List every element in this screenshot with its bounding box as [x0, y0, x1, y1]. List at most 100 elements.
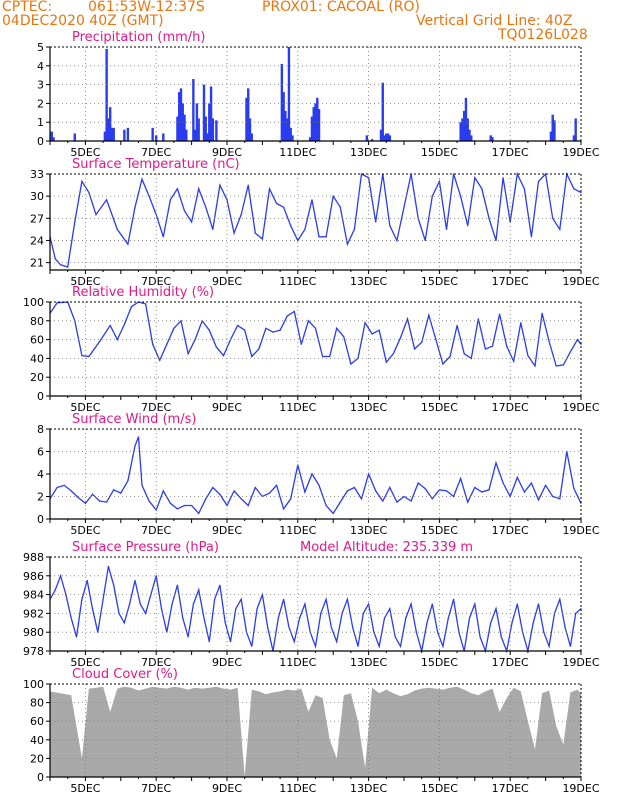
panel-5-point [490, 622, 492, 624]
panel-5-point [389, 608, 391, 610]
panel-5-point [113, 584, 115, 586]
panel-3-point [350, 363, 352, 365]
panel-3-point [371, 333, 373, 335]
panel-4-point [481, 491, 483, 493]
panel-4-ytick-label: 6 [37, 446, 44, 459]
panel-4-point [311, 473, 313, 475]
panel-1-bar [489, 135, 492, 141]
panel-4-point [559, 498, 561, 500]
panel-5-point [479, 636, 481, 638]
header-location: PROX01: CACOAL (RO) [262, 0, 421, 15]
panel-5-xtick-label: 19DEC [562, 656, 599, 669]
panel-5-point [293, 641, 295, 643]
panel-1-xtick-label: 19DEC [562, 146, 599, 159]
panel-3-xtick-label: 15DEC [421, 401, 458, 414]
panel-2-point [438, 180, 440, 182]
panel-5-point [229, 641, 232, 643]
panel-5-point [495, 608, 497, 610]
panel-1-bar [107, 118, 110, 141]
panel-2-point [552, 217, 554, 219]
panel-1-bar [310, 116, 314, 141]
panel-4-point [382, 500, 384, 502]
panel-5-xtick-label: 7DEC [141, 656, 171, 669]
panel-3-point [173, 327, 175, 329]
model-altitude-label: Model Altitude: 235.339 m [300, 540, 473, 555]
panel-5-point [569, 645, 572, 647]
panel-3-ytick-label: 40 [30, 352, 44, 365]
panel-3-point [541, 312, 543, 314]
panel-2-point [559, 228, 561, 230]
panel-3-point [378, 329, 380, 331]
panel-4-xtick-label: 19DEC [562, 524, 599, 537]
panel-1-bar [178, 92, 181, 141]
panel-1-bar [211, 118, 215, 141]
panel-4-point [545, 484, 547, 486]
panel-2-point [530, 236, 533, 238]
panel-3-point [81, 355, 83, 357]
panel-1-bar [461, 118, 464, 141]
panel-5-ytick-label: 986 [23, 570, 44, 583]
panel-6-xtick-label: 5DEC [70, 782, 100, 795]
panel-5-point [399, 645, 402, 647]
panel-1-bar [468, 129, 471, 141]
panel-5-series-line [49, 566, 582, 654]
panel-5-point [378, 645, 380, 647]
panel-4-point [290, 498, 292, 500]
panel-5-point [277, 617, 279, 619]
panel-1-bar [285, 118, 289, 141]
panel-1-title: Precipitation (mm/h) [72, 30, 205, 45]
panel-1-bar [381, 82, 384, 141]
panel-2-point [60, 264, 62, 266]
panel-1-bar [192, 78, 195, 141]
panel-1-bar [126, 127, 130, 141]
panel-4-point [268, 492, 271, 494]
panel-2-point [148, 195, 150, 197]
panel-5-point [447, 617, 449, 619]
panel-4-point [318, 484, 320, 486]
panel-6-ytick-label: 0 [37, 771, 44, 784]
panel-6-ytick-label: 100 [23, 678, 44, 691]
panel-1-bar [379, 129, 383, 141]
panel-2-point [116, 228, 118, 230]
panel-2-point [516, 173, 518, 175]
panel-3-point [506, 345, 508, 347]
panel-1-bar [284, 110, 287, 141]
panel-4-point [254, 486, 256, 489]
panel-5-point [86, 579, 88, 582]
panel-5-point [330, 626, 332, 629]
panel-4-point [148, 500, 150, 502]
panel-3-point [329, 355, 331, 358]
panel-5-xtick-label: 13DEC [350, 656, 387, 669]
panel-2-point [141, 178, 143, 180]
panel-1-bar [162, 133, 165, 141]
panel-5-ytick-label: 988 [23, 551, 44, 564]
panel-3-point [265, 327, 267, 329]
panel-4-point [523, 491, 526, 493]
panel-1-bar [574, 118, 577, 141]
panel-2-point [431, 195, 433, 197]
panel-5-point [219, 584, 221, 586]
panel-2-point [268, 188, 271, 190]
panel-6-ytick-label: 40 [30, 734, 44, 747]
panel-2-point [375, 221, 377, 223]
panel-2-point [183, 210, 186, 212]
panel-5-point [214, 598, 216, 600]
panel-2-point [176, 188, 178, 190]
panel-5-point [383, 617, 386, 619]
panel-2-point [318, 236, 320, 238]
header-coords: 061:53W-12:37S [88, 0, 205, 15]
panel-4-xtick-label: 5DEC [70, 524, 100, 537]
panel-4-point [467, 501, 469, 503]
panel-3-point [534, 365, 536, 367]
panel-5-point [453, 598, 455, 600]
panel-4-point [183, 504, 186, 507]
panel-2-point [339, 206, 341, 208]
panel-5-point [559, 598, 561, 600]
panel-2-point [311, 199, 313, 201]
panel-3-point [244, 329, 246, 331]
panel-4-point [77, 497, 79, 499]
panel-2-point [67, 266, 69, 268]
panel-5-point [543, 631, 545, 633]
panel-2-ytick-label: 24 [30, 234, 44, 247]
panel-5-point [415, 631, 417, 633]
